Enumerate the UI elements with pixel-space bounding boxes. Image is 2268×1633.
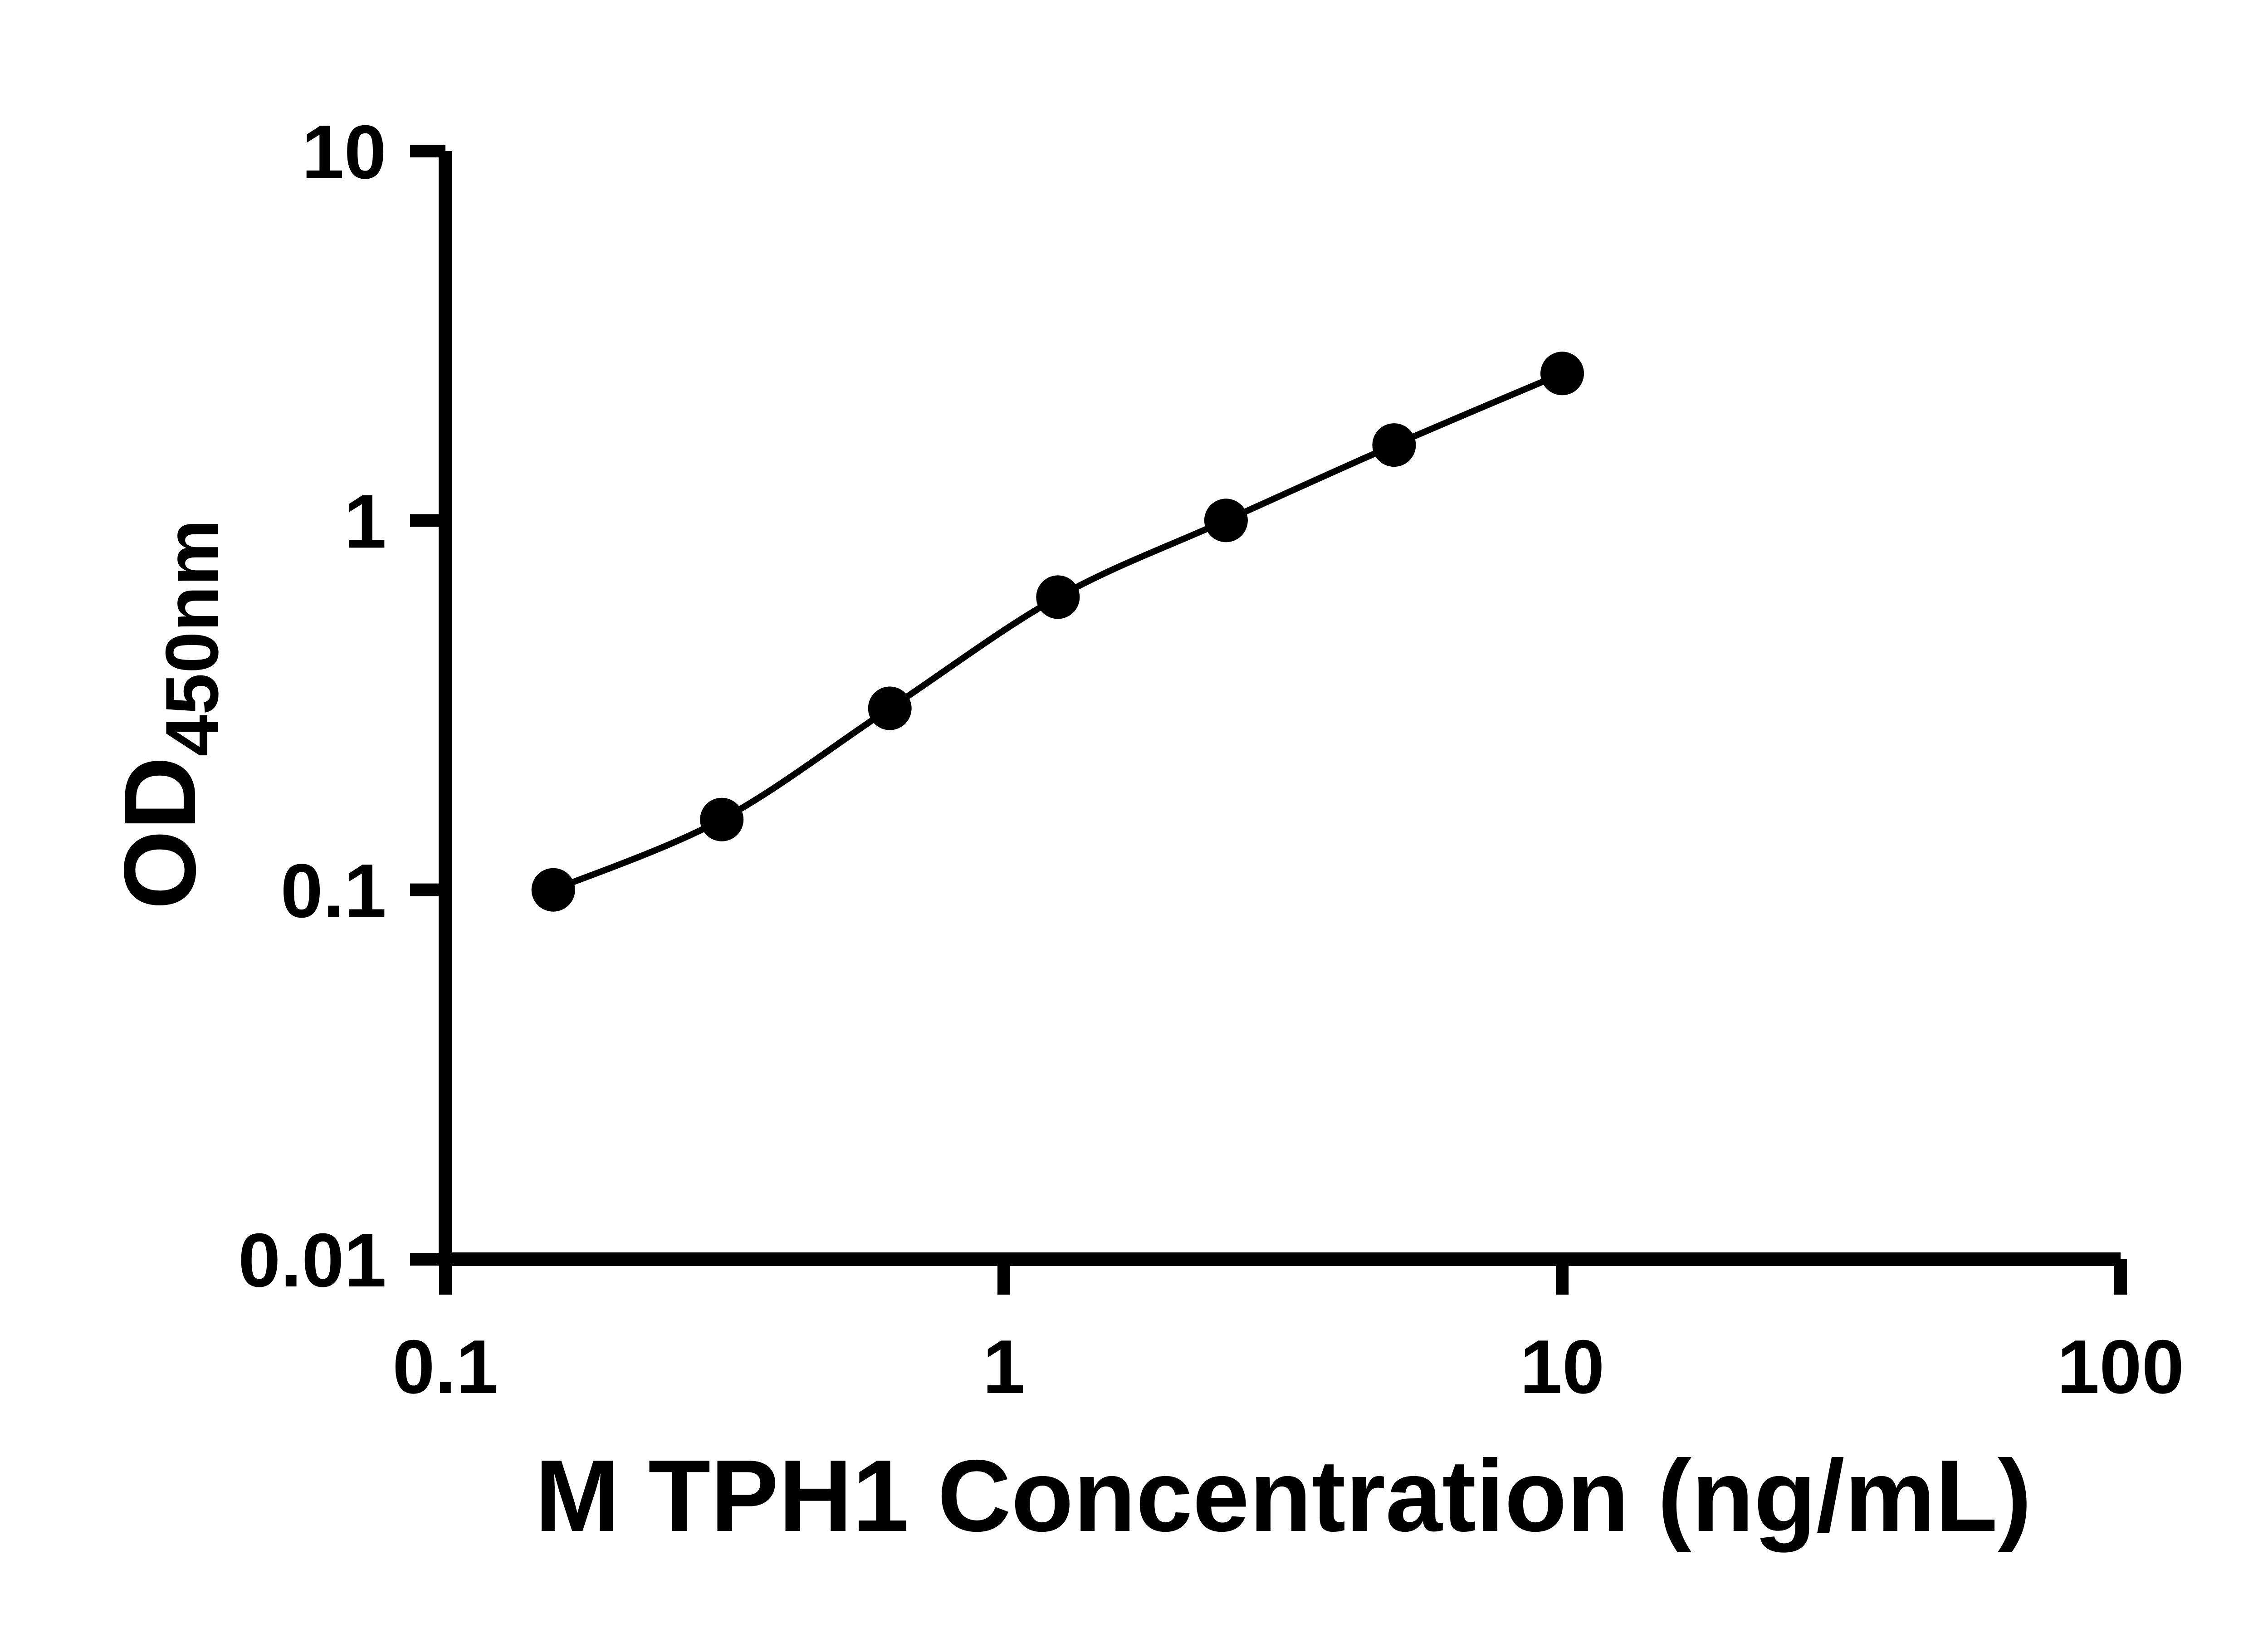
x-tick-label: 0.1: [392, 1324, 499, 1409]
x-tick-label: 10: [1520, 1324, 1605, 1409]
y-tick-label: 0.01: [238, 1217, 386, 1303]
y-axis-title: OD450nm: [103, 519, 234, 909]
y-tick-label: 0.1: [280, 848, 386, 934]
data-point: [700, 797, 744, 841]
data-point: [531, 868, 575, 912]
axes-frame: [439, 151, 2121, 1266]
x-axis-title: M TPH1 Concentration (ng/mL): [535, 1438, 2032, 1553]
data-point: [868, 686, 912, 730]
data-point: [1036, 575, 1080, 619]
y-tick-label: 1: [344, 479, 386, 564]
data-point: [1204, 499, 1248, 543]
data-point: [1540, 352, 1584, 396]
y-tick-label: 10: [302, 109, 386, 195]
x-tick-label: 100: [2057, 1324, 2184, 1409]
x-tick-label: 1: [982, 1324, 1025, 1409]
data-point: [1372, 423, 1416, 467]
y-axis-title-subscript: 450nm: [150, 519, 234, 757]
y-axis-title-main: OD: [103, 757, 217, 910]
